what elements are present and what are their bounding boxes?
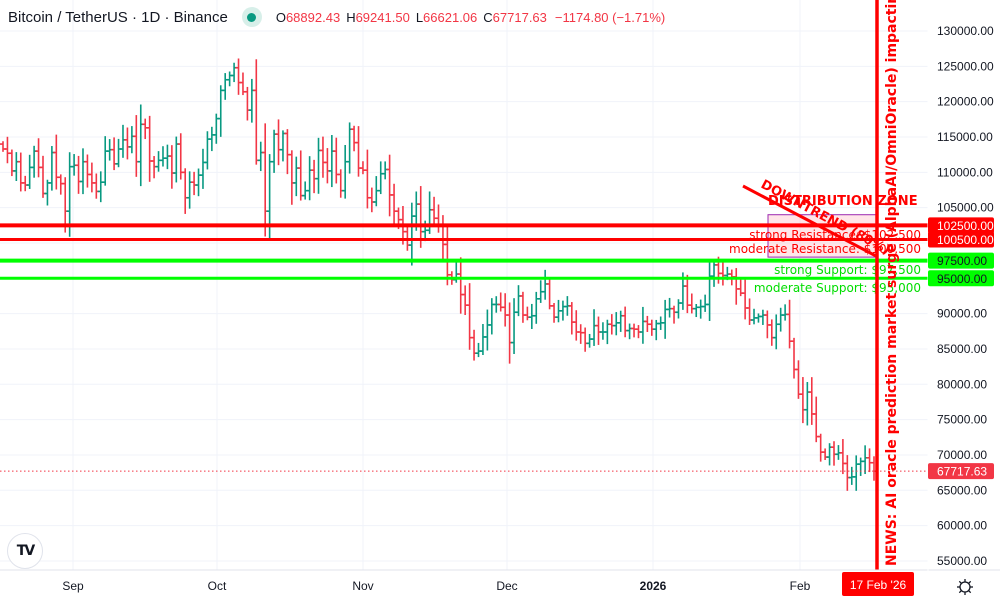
- price-tick: 110000.00: [937, 165, 993, 179]
- price-tick: 55000.00: [937, 554, 987, 568]
- price-tick: 75000.00: [937, 413, 987, 427]
- time-tick: Sep: [62, 579, 84, 593]
- low-label: L: [415, 9, 424, 25]
- status-dot: [247, 12, 257, 22]
- horizontal-levels: [0, 223, 928, 472]
- price-tick: 125000.00: [937, 59, 994, 73]
- price-tick: 105000.00: [937, 201, 994, 215]
- level-price-label: 97500.00: [937, 254, 987, 268]
- time-tick: Nov: [352, 579, 373, 593]
- time-tick: Feb: [790, 579, 811, 593]
- market-status-icon[interactable]: [241, 7, 262, 27]
- price-tick: 130000.00: [937, 24, 994, 38]
- moderate-resistance-label: moderate Resistance: $100,500: [729, 242, 921, 256]
- level-price-label: 95000.00: [937, 272, 987, 286]
- ohlc-bars: [0, 58, 877, 491]
- open-value: 68892.43: [285, 9, 341, 25]
- price-tick: 85000.00: [937, 342, 987, 356]
- price-tick: 65000.00: [937, 483, 987, 497]
- price-tick: 70000.00: [937, 448, 987, 462]
- time-cursor-label: 17 Feb '26: [850, 578, 907, 592]
- last-price-label: 67717.63: [937, 465, 987, 479]
- news-annotation: NEWS: AI oracle prediction market surge …: [884, 0, 900, 566]
- symbol-title[interactable]: Bitcoin / TetherUS · 1D · Binance: [8, 8, 228, 26]
- tradingview-logo-icon[interactable]: TV: [7, 533, 43, 569]
- level-price-label: 102500.00: [937, 219, 994, 233]
- open-label: O: [275, 9, 286, 25]
- close-value: 67717.63: [492, 9, 547, 25]
- price-tick: 120000.00: [937, 95, 994, 109]
- price-tick: 90000.00: [937, 307, 987, 321]
- moderate-support-label: moderate Support: $95,000: [754, 281, 921, 295]
- change-value: −1174.80 (−1.71%): [554, 9, 666, 25]
- symbol-legend: Bitcoin / TetherUS · 1D · Binance O 68892…: [8, 6, 665, 28]
- level-price-label: 100500.00: [937, 233, 994, 247]
- close-label: C: [483, 9, 493, 25]
- low-value: 66621.06: [423, 9, 478, 25]
- time-tick: 2026: [640, 579, 667, 593]
- price-tick: 80000.00: [937, 377, 987, 391]
- price-tick: 60000.00: [937, 519, 987, 533]
- price-tick: 115000.00: [937, 130, 993, 144]
- high-label: H: [346, 9, 356, 25]
- gear-icon[interactable]: [955, 577, 975, 597]
- time-tick: Oct: [208, 579, 227, 593]
- distribution-zone: [767, 214, 877, 258]
- distribution-zone-label: DISTRIBUTION ZONE: [768, 194, 918, 209]
- logo-text: TV: [16, 543, 35, 559]
- high-value: 69241.50: [355, 9, 410, 25]
- strong-support-label: strong Support: $97,500: [774, 263, 921, 277]
- time-tick: Dec: [496, 579, 517, 593]
